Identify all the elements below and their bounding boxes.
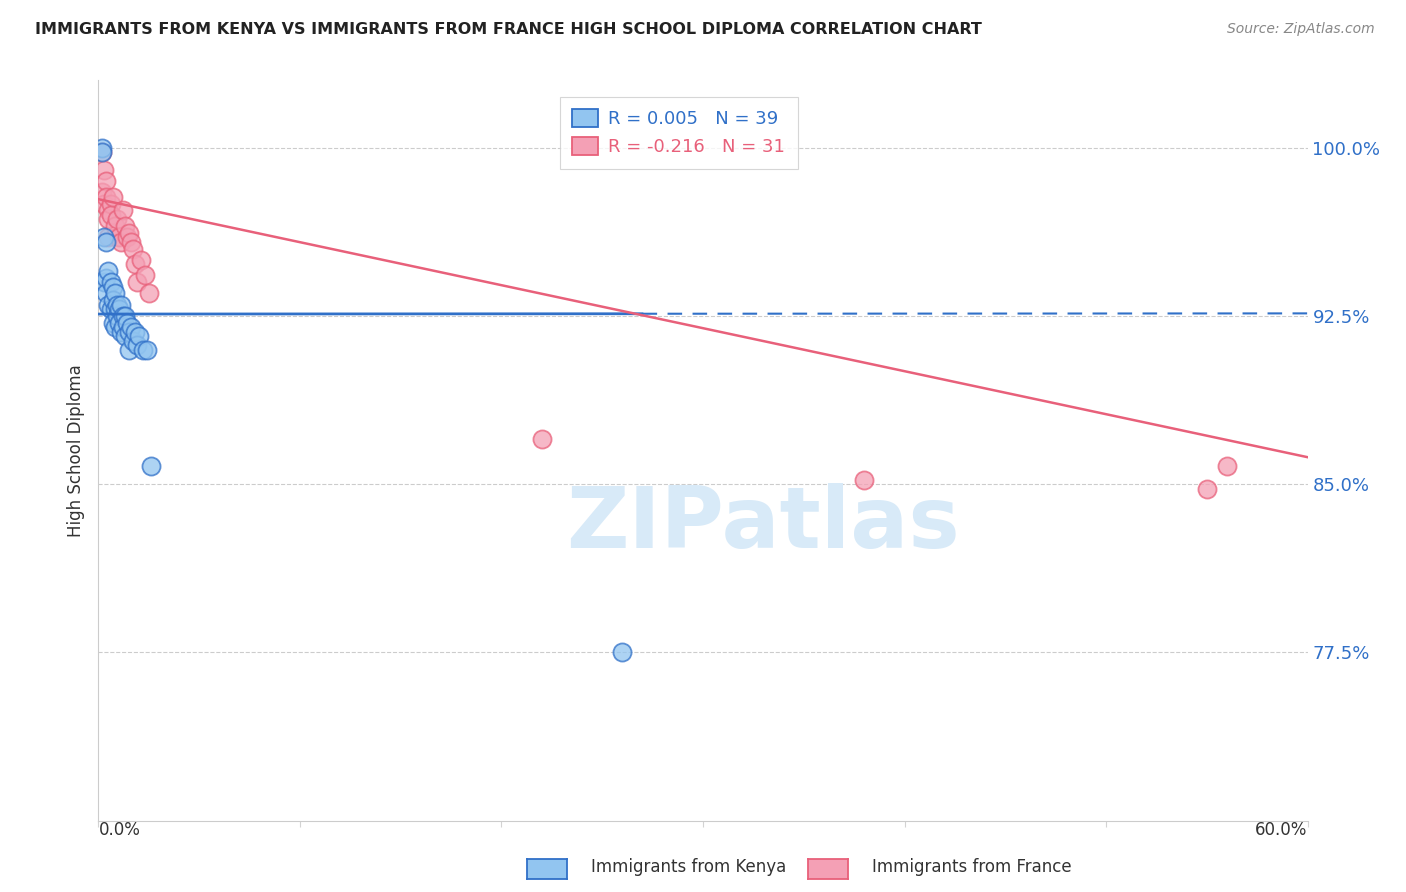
Point [853, 473, 876, 487]
Text: 0.0%: 0.0% [98, 821, 141, 838]
Point [101, 279, 124, 293]
Text: Source: ZipAtlas.com: Source: ZipAtlas.com [1227, 22, 1375, 37]
Point [138, 286, 160, 301]
Point [111, 203, 134, 218]
Point [530, 432, 553, 446]
Point [114, 219, 136, 233]
Point [103, 286, 125, 301]
Point [1195, 482, 1218, 496]
Point [114, 329, 136, 343]
Point [91, 145, 114, 159]
Point [103, 302, 125, 317]
Legend: R = 0.005   N = 39, R = -0.216   N = 31: R = 0.005 N = 39, R = -0.216 N = 31 [560, 96, 799, 169]
Point [115, 316, 138, 330]
Point [103, 320, 125, 334]
Point [114, 309, 136, 323]
Text: 60.0%: 60.0% [1256, 821, 1308, 838]
Point [93, 163, 115, 178]
Point [107, 230, 129, 244]
Point [101, 190, 124, 204]
Point [101, 316, 124, 330]
Point [110, 298, 132, 312]
Point [124, 257, 146, 271]
Text: IMMIGRANTS FROM KENYA VS IMMIGRANTS FROM FRANCE HIGH SCHOOL DIPLOMA CORRELATION : IMMIGRANTS FROM KENYA VS IMMIGRANTS FROM… [35, 22, 981, 37]
Point [97, 298, 120, 312]
Point [132, 343, 155, 357]
Point [96, 286, 118, 301]
Point [135, 343, 157, 357]
Point [139, 459, 162, 474]
Point [107, 316, 129, 330]
Point [96, 270, 118, 285]
Point [97, 264, 120, 278]
Point [91, 186, 114, 200]
Point [612, 645, 634, 659]
Point [105, 309, 128, 323]
Point [120, 235, 142, 249]
Point [97, 230, 120, 244]
Point [111, 320, 134, 334]
Point [96, 190, 118, 204]
Point [128, 329, 150, 343]
Point [110, 325, 132, 339]
Point [96, 174, 118, 188]
Point [97, 203, 120, 218]
Point [121, 334, 143, 348]
Point [96, 235, 118, 249]
Y-axis label: High School Diploma: High School Diploma [67, 364, 86, 537]
Point [134, 268, 156, 283]
Point [120, 320, 142, 334]
Point [118, 343, 141, 357]
Point [91, 145, 114, 159]
Point [111, 309, 134, 323]
Point [125, 275, 148, 289]
Point [110, 235, 132, 249]
Point [124, 325, 146, 339]
Point [118, 325, 141, 339]
Point [100, 302, 122, 317]
Text: ZIPatlas: ZIPatlas [567, 483, 960, 566]
Point [93, 230, 115, 244]
Point [101, 293, 124, 307]
Point [93, 196, 115, 211]
Point [97, 212, 120, 227]
Text: Immigrants from France: Immigrants from France [872, 858, 1071, 876]
Point [121, 242, 143, 256]
Point [107, 302, 129, 317]
Point [105, 298, 128, 312]
Point [91, 140, 114, 154]
Point [100, 196, 122, 211]
Point [100, 208, 122, 222]
Point [125, 338, 148, 352]
Point [129, 252, 152, 267]
Point [93, 275, 115, 289]
Point [100, 275, 122, 289]
Point [105, 212, 128, 227]
Point [1216, 459, 1239, 474]
Point [118, 226, 141, 240]
Point [103, 219, 125, 233]
Text: Immigrants from Kenya: Immigrants from Kenya [591, 858, 786, 876]
Point [115, 230, 138, 244]
